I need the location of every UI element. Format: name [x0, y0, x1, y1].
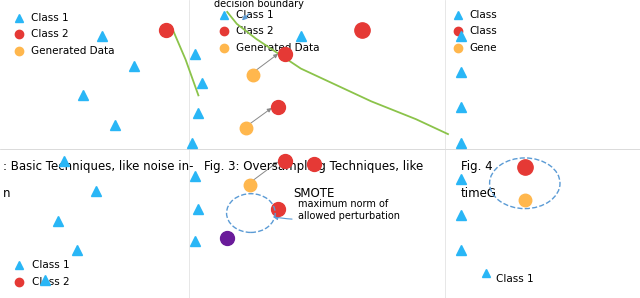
Text: Generated Data: Generated Data: [31, 46, 114, 56]
Text: Class 1: Class 1: [236, 10, 273, 20]
Text: Class 1: Class 1: [496, 274, 534, 284]
Text: Generated Data: Generated Data: [236, 43, 319, 53]
Text: maximum norm of
allowed perturbation: maximum norm of allowed perturbation: [274, 199, 399, 221]
Text: Class 2: Class 2: [32, 277, 70, 287]
Text: SMOTE: SMOTE: [293, 187, 334, 200]
Text: Class: Class: [469, 10, 497, 20]
Text: decision boundary: decision boundary: [214, 0, 304, 20]
Text: : Basic Techniques, like noise in-: : Basic Techniques, like noise in-: [3, 160, 194, 173]
Text: Class 1: Class 1: [31, 13, 68, 23]
Text: Class 1: Class 1: [32, 260, 70, 270]
Text: Class 2: Class 2: [31, 29, 68, 39]
Text: Class: Class: [469, 26, 497, 36]
Text: n: n: [3, 187, 11, 200]
Text: Fig. 4: Fig. 4: [461, 160, 492, 173]
Text: Gene: Gene: [469, 43, 497, 53]
Text: Fig. 3: Oversampling Techniques, like: Fig. 3: Oversampling Techniques, like: [204, 160, 423, 173]
Text: timeG: timeG: [461, 187, 497, 200]
Text: Class 2: Class 2: [236, 26, 273, 36]
